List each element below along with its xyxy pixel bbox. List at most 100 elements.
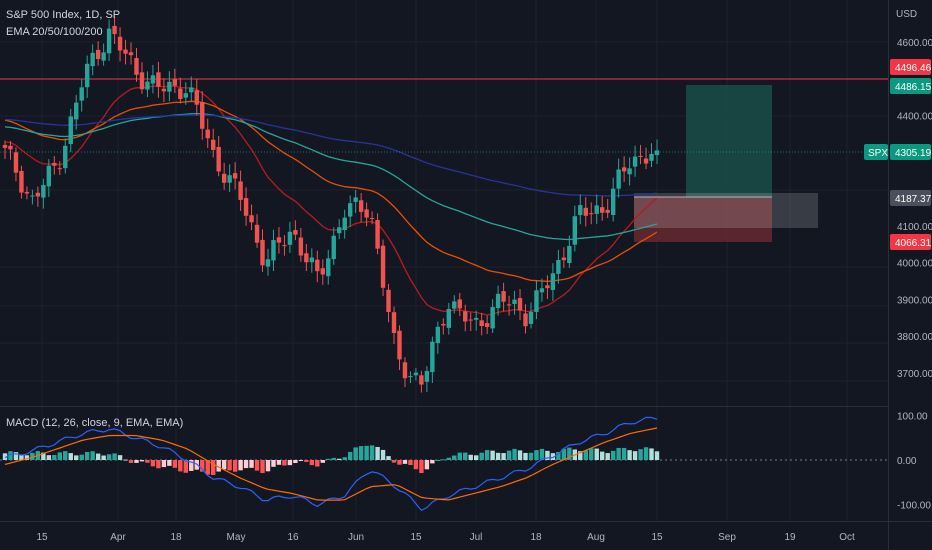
macd-histogram-bar (484, 450, 490, 460)
macd-histogram-bar (293, 460, 298, 463)
time-axis[interactable]: 15 Apr 18 May 16 Jun 15 Jul 18 Aug 15 Sep 19 Oct (36, 532, 855, 543)
macd-histogram-bar (287, 460, 293, 466)
macd-histogram-bar (178, 460, 183, 472)
macd-histogram-bar (315, 460, 320, 467)
candle (375, 213, 380, 255)
candle (68, 108, 73, 153)
candle-body (19, 170, 24, 193)
candle-body (2, 144, 8, 148)
spx-label-text: SPX (868, 148, 888, 159)
macd-histogram-bar (413, 460, 419, 470)
candle-body (90, 52, 95, 67)
candle (353, 189, 358, 213)
candle-body (161, 88, 167, 92)
macd-legend[interactable]: MACD (12, 26, close, 9, EMA, EMA) (6, 417, 184, 429)
candle-body (358, 200, 364, 212)
macd-histogram-bar (260, 460, 265, 474)
macd-histogram-bar (232, 460, 238, 472)
macd-histogram-bar (621, 447, 627, 460)
target-zone[interactable] (686, 85, 772, 197)
candle (528, 302, 534, 329)
candle (254, 214, 260, 248)
candle (194, 79, 199, 116)
candle-body (534, 290, 539, 312)
candle-body (84, 63, 90, 88)
candle (216, 135, 221, 177)
price-tick-label: 4100.00 (897, 222, 932, 233)
candle-body (128, 52, 134, 56)
macd-histogram-bar (610, 450, 616, 460)
macd-histogram-bar (24, 455, 30, 460)
stop-zone[interactable] (634, 197, 772, 242)
macd-histogram-bar (320, 460, 325, 463)
candle (380, 239, 386, 297)
ema-200-line (4, 114, 658, 197)
resistance-price-badge-text: 4496.46 (895, 63, 932, 74)
macd-histogram-bar (473, 455, 479, 460)
macd-histogram-bar (583, 450, 588, 460)
time-tick-label: Jun (348, 532, 364, 543)
position-zones[interactable] (634, 85, 818, 242)
macd-histogram-bar (117, 455, 123, 460)
candle (342, 209, 347, 239)
candle (304, 243, 309, 272)
price-axis[interactable]: 4600.00 4400.00 4100.00 4000.00 3900.00 3800.… (897, 38, 932, 380)
candle (643, 147, 649, 170)
candle-body (167, 81, 172, 92)
macd-histogram-bar (282, 460, 287, 466)
candle-body (430, 341, 435, 373)
candle-body (545, 285, 550, 289)
target-price-badge-text: 4486.15 (895, 82, 932, 93)
candle-body (369, 218, 375, 220)
candle (276, 227, 282, 254)
candle (358, 193, 364, 223)
candle-body (194, 90, 199, 105)
macd-pane (0, 416, 888, 512)
candle (501, 282, 506, 312)
macd-histogram-bar (523, 452, 528, 460)
candle (298, 228, 304, 262)
candle (638, 144, 643, 165)
candle (249, 204, 254, 231)
candle (41, 178, 46, 209)
macd-histogram-bar (46, 455, 52, 460)
candle-body (309, 257, 315, 263)
target-price-badge: 4486.15 (890, 78, 932, 94)
time-tick-label: 19 (784, 532, 796, 543)
ema-legend[interactable]: EMA 20/50/100/200 (6, 26, 103, 38)
macd-histogram-bar (112, 453, 117, 460)
time-tick-label: May (227, 532, 246, 543)
macd-histogram-bar (221, 460, 227, 470)
candle-body (446, 308, 451, 328)
candle-body (364, 209, 369, 218)
candle-body (610, 188, 616, 215)
candle-body (298, 237, 304, 256)
macd-histogram-bar (57, 452, 62, 460)
symbol-title[interactable]: S&P 500 Index, 1D, SP (6, 9, 121, 21)
spx-label-bg (864, 144, 888, 160)
candle-body (315, 259, 320, 272)
candle-body (227, 175, 232, 183)
price-tick-label: 3800.00 (897, 332, 932, 343)
candle-body (539, 288, 545, 293)
candle (391, 306, 397, 345)
entry-box[interactable] (634, 193, 818, 228)
macd-histogram-bar (534, 450, 539, 460)
macd-histogram-bar (353, 447, 358, 460)
price-tick-label: 4600.00 (897, 38, 932, 49)
candle-body (528, 311, 534, 324)
candle-body (183, 93, 189, 98)
spx-price-bg (890, 144, 931, 160)
macd-histogram-bar (216, 460, 221, 472)
candle-body (145, 81, 150, 90)
macd-axis[interactable]: 100.00 0.00 -100.00 (897, 412, 931, 512)
time-tick-label: Jul (470, 532, 483, 543)
candle (19, 165, 24, 199)
candle-body (243, 198, 249, 216)
candle-body (101, 52, 106, 61)
candle (123, 39, 128, 65)
candle-body (57, 168, 62, 170)
macd-histogram-bar (369, 445, 375, 460)
candle (556, 249, 561, 284)
